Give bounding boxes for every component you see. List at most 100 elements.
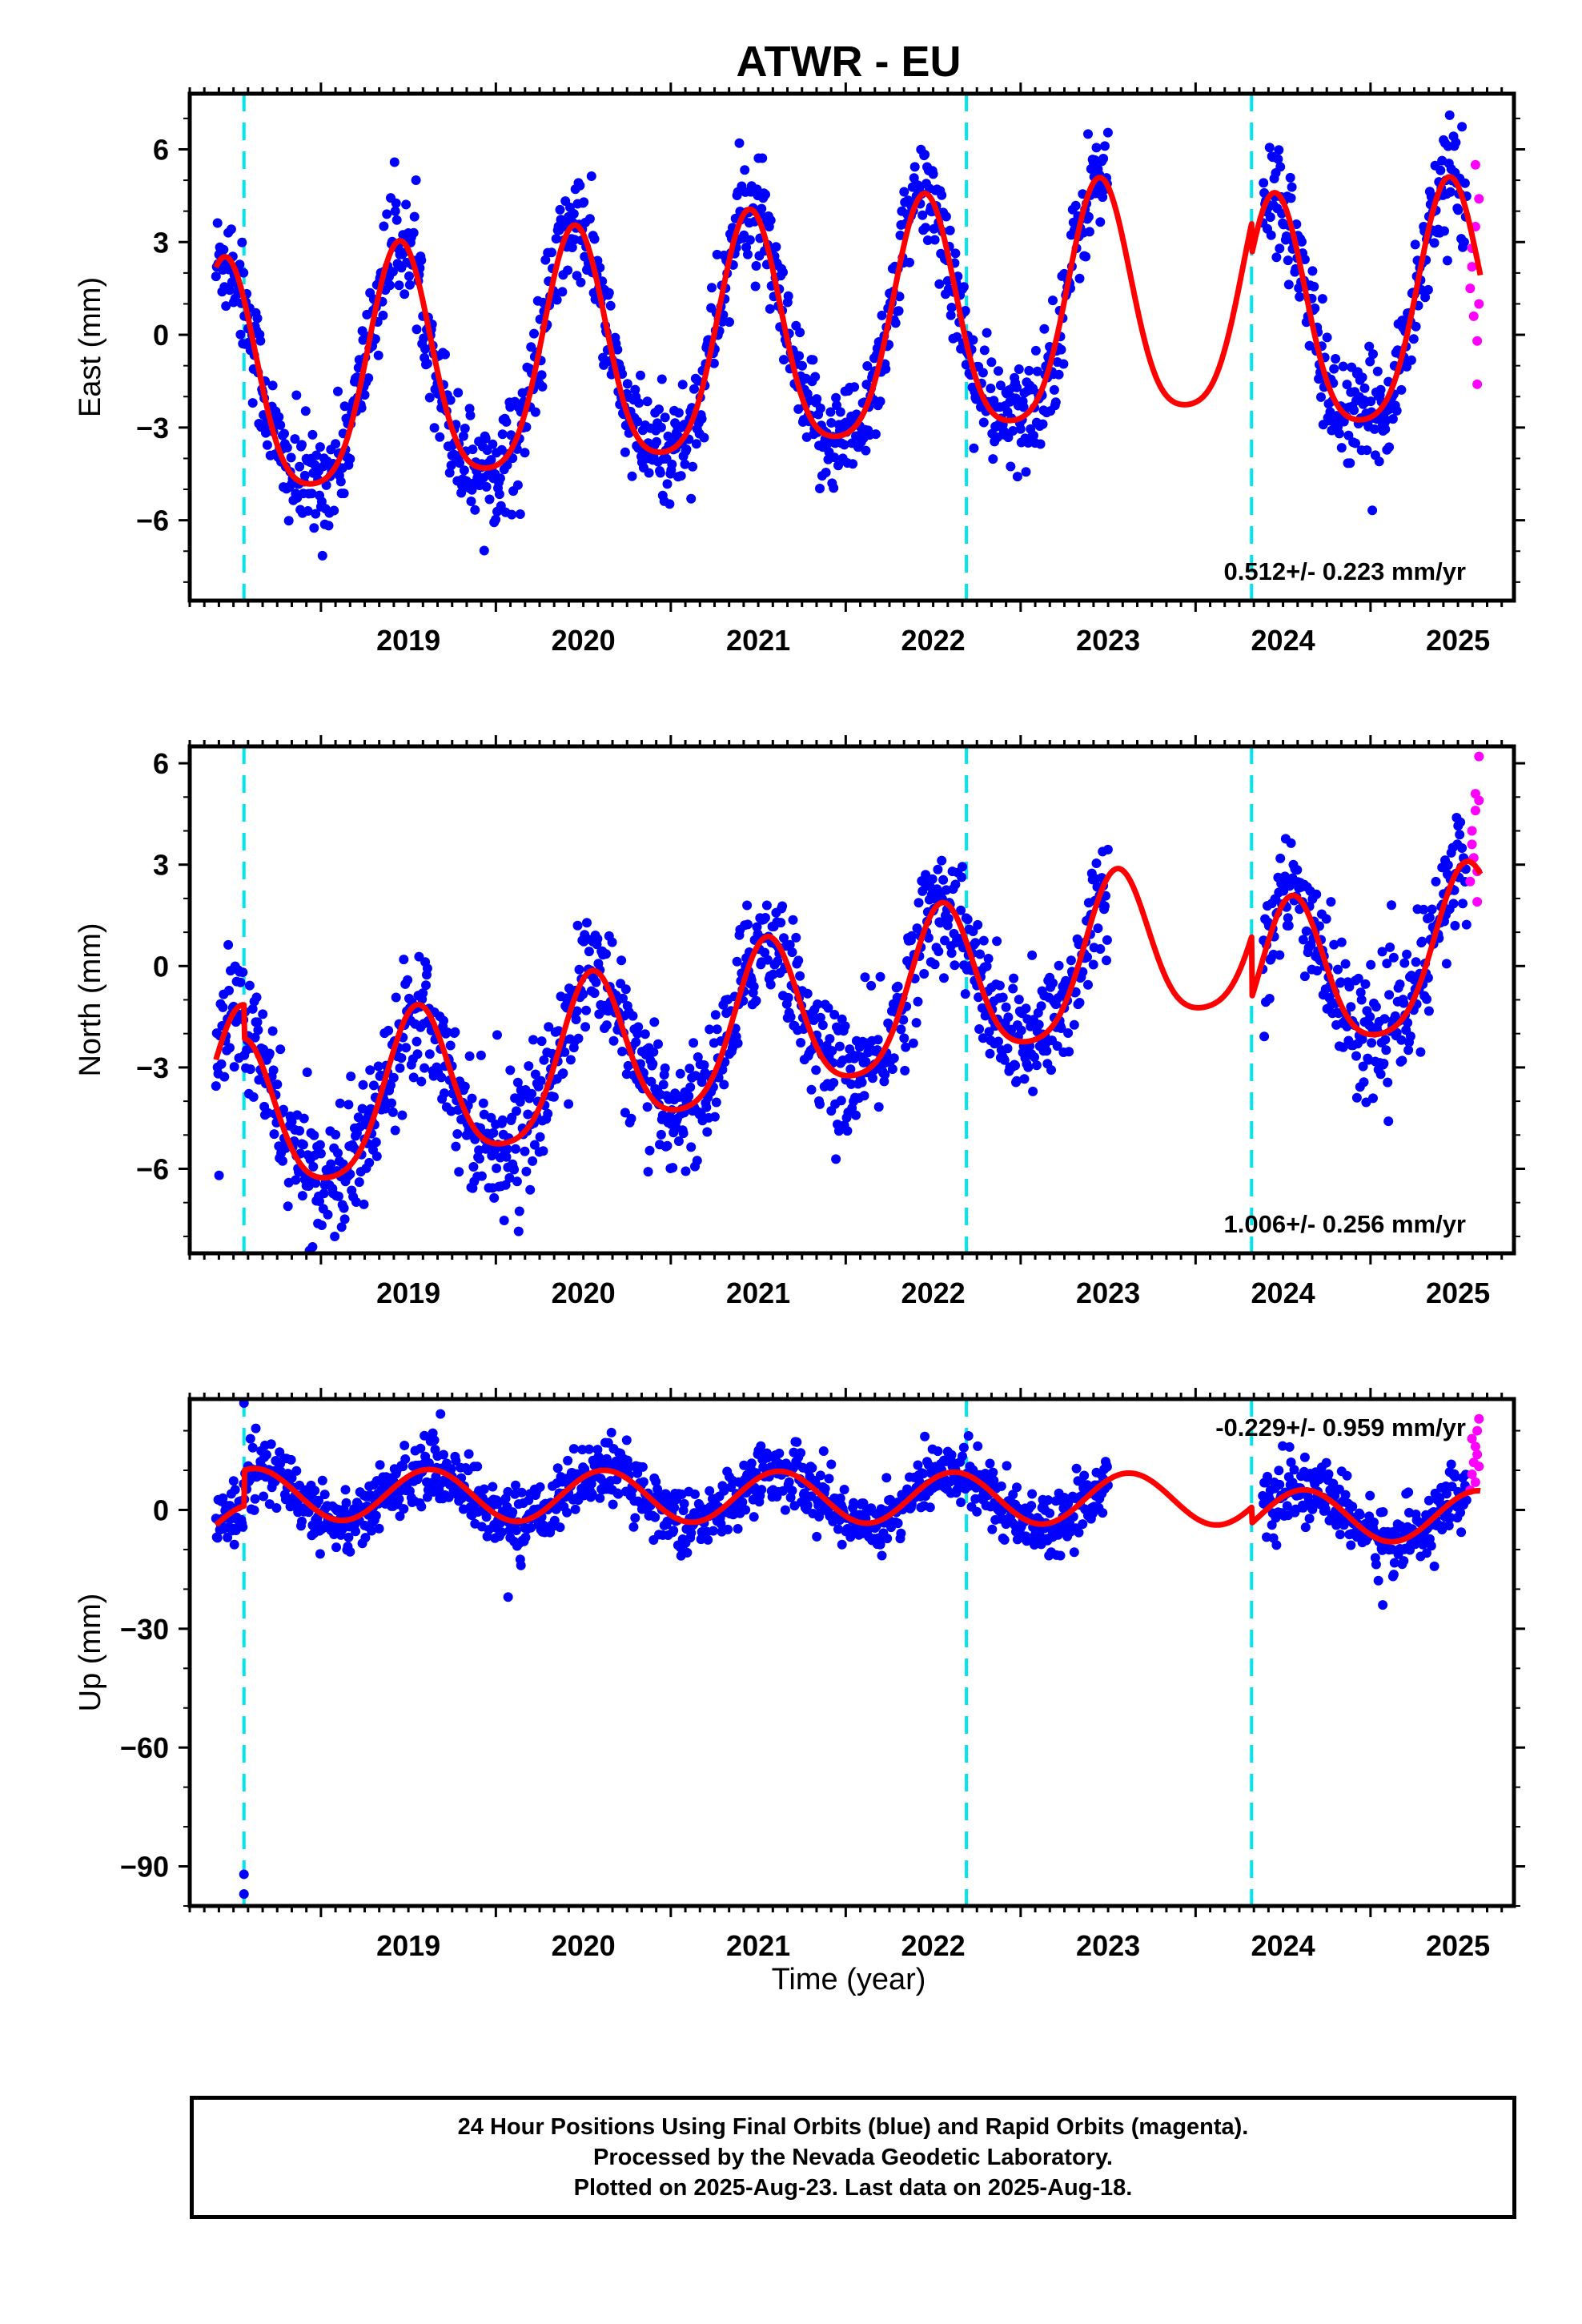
data-point bbox=[995, 380, 1006, 391]
data-point bbox=[1052, 1041, 1062, 1051]
data-point bbox=[424, 1458, 434, 1468]
data-point bbox=[395, 1511, 405, 1522]
data-point bbox=[1002, 1461, 1012, 1471]
data-point bbox=[681, 1166, 691, 1176]
data-point bbox=[1383, 1116, 1394, 1127]
data-point bbox=[866, 980, 877, 991]
data-point bbox=[787, 1486, 797, 1496]
data-point bbox=[982, 961, 992, 971]
data-point bbox=[401, 1043, 412, 1053]
data-point bbox=[551, 234, 561, 244]
data-point bbox=[535, 1482, 545, 1492]
data-point bbox=[250, 1494, 260, 1504]
data-point bbox=[746, 1458, 757, 1469]
data-point bbox=[792, 1437, 802, 1447]
y-tick-label: −6 bbox=[136, 505, 169, 537]
data-point bbox=[420, 344, 431, 354]
data-point bbox=[568, 1444, 579, 1454]
data-point bbox=[898, 1015, 909, 1025]
data-point bbox=[1408, 334, 1419, 344]
data-point bbox=[286, 1454, 296, 1465]
rapid-point bbox=[1474, 194, 1484, 204]
data-point bbox=[933, 1446, 943, 1457]
data-point bbox=[1439, 226, 1449, 236]
data-point bbox=[1460, 178, 1470, 188]
data-point bbox=[686, 1142, 697, 1152]
data-point bbox=[576, 277, 586, 287]
data-point bbox=[1008, 1490, 1018, 1500]
data-point bbox=[605, 300, 616, 311]
data-point bbox=[788, 915, 798, 925]
x-tick-label: 2021 bbox=[726, 1277, 790, 1309]
data-point bbox=[420, 1063, 430, 1073]
data-point bbox=[940, 935, 950, 946]
data-point bbox=[536, 1036, 547, 1047]
data-point bbox=[552, 295, 562, 305]
data-point bbox=[1289, 1465, 1299, 1475]
data-point bbox=[757, 1485, 767, 1495]
data-point bbox=[473, 1506, 484, 1517]
data-point bbox=[341, 1498, 351, 1508]
data-point bbox=[909, 173, 919, 183]
data-point bbox=[1357, 372, 1367, 383]
data-point bbox=[291, 390, 302, 400]
rapid-point bbox=[1472, 1425, 1483, 1436]
data-point bbox=[1045, 1508, 1055, 1518]
data-point bbox=[934, 279, 945, 289]
x-tick-label: 2020 bbox=[552, 624, 616, 657]
data-point bbox=[723, 1524, 733, 1534]
data-point bbox=[275, 1044, 286, 1055]
data-point bbox=[908, 1038, 918, 1048]
data-point bbox=[512, 1526, 521, 1535]
data-point bbox=[526, 1522, 536, 1533]
data-point bbox=[484, 494, 495, 505]
data-point bbox=[941, 211, 951, 222]
data-point bbox=[1299, 255, 1310, 264]
data-point bbox=[825, 407, 836, 417]
data-point bbox=[502, 1144, 512, 1154]
data-point bbox=[488, 439, 498, 449]
data-point bbox=[685, 1063, 695, 1074]
data-point bbox=[1355, 987, 1366, 998]
data-point bbox=[323, 521, 334, 531]
data-point bbox=[637, 1462, 648, 1472]
data-point bbox=[1459, 237, 1469, 247]
data-point bbox=[613, 1489, 624, 1499]
data-point bbox=[1102, 127, 1113, 138]
x-tick-label: 2019 bbox=[376, 1277, 440, 1309]
data-point bbox=[409, 211, 420, 222]
data-point bbox=[824, 1474, 834, 1484]
data-point bbox=[1012, 382, 1022, 392]
data-point bbox=[973, 919, 983, 930]
data-point bbox=[278, 1156, 287, 1166]
data-point bbox=[520, 448, 530, 458]
x-tick-label: 2023 bbox=[1076, 1277, 1140, 1309]
data-point bbox=[1286, 838, 1296, 848]
data-point bbox=[509, 1164, 520, 1175]
data-point bbox=[1056, 344, 1066, 355]
data-point bbox=[247, 398, 258, 408]
data-point bbox=[1329, 939, 1339, 950]
data-point bbox=[1102, 935, 1112, 945]
data-point bbox=[950, 248, 961, 259]
data-point bbox=[339, 489, 349, 499]
data-point bbox=[823, 1003, 833, 1013]
data-point bbox=[479, 545, 489, 556]
data-point bbox=[978, 1033, 988, 1043]
data-point bbox=[395, 1063, 405, 1073]
data-point bbox=[1384, 442, 1395, 452]
data-point bbox=[1356, 995, 1367, 1005]
data-point bbox=[283, 516, 294, 526]
data-point bbox=[994, 366, 1003, 376]
data-point bbox=[1359, 383, 1370, 393]
data-point bbox=[946, 310, 956, 320]
data-point bbox=[630, 1513, 640, 1523]
outlier-point bbox=[1378, 1600, 1388, 1610]
data-point bbox=[557, 287, 568, 297]
data-point bbox=[497, 429, 508, 440]
data-point bbox=[1334, 428, 1344, 439]
data-point bbox=[595, 263, 605, 273]
data-point bbox=[896, 1024, 906, 1035]
data-point bbox=[857, 1077, 867, 1088]
data-point bbox=[1385, 942, 1395, 952]
